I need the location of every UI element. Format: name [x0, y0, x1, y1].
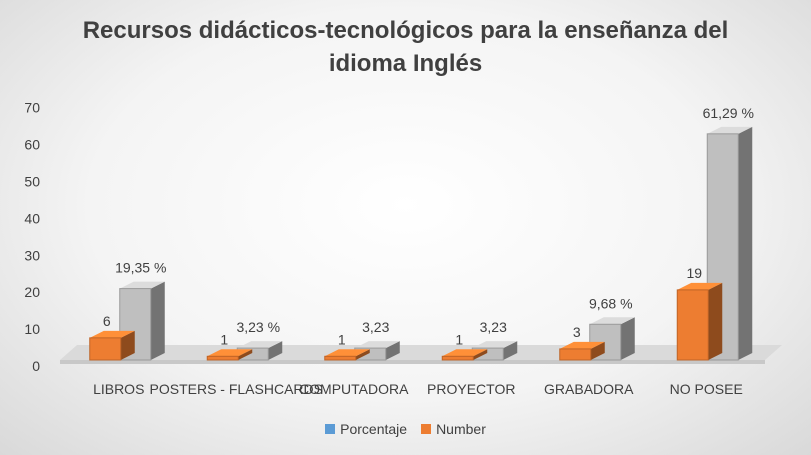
- x-category-label: COMPUTADORA: [299, 381, 409, 397]
- data-label-number: 6: [103, 313, 111, 329]
- bar-number-top: [207, 349, 253, 357]
- chart-legend: Porcentaje Number: [0, 421, 811, 437]
- bar-number-side: [708, 282, 723, 360]
- chart-floor: [60, 345, 782, 360]
- data-label-number: 3: [573, 324, 581, 340]
- x-category-label: POSTERS - FLASHCARDS: [150, 381, 323, 397]
- legend-swatch-number: [421, 424, 432, 434]
- bar-number-side: [120, 330, 135, 360]
- bar-number-front: [324, 355, 357, 361]
- bar-number-front: [441, 355, 474, 361]
- bar-porcentaje-top: [354, 341, 400, 349]
- chart-floor-edge: [60, 360, 765, 364]
- bar-number-side: [590, 341, 605, 360]
- data-label-porcentaje: 3,23: [362, 319, 389, 335]
- data-label-number: 1: [338, 331, 346, 347]
- bar-number-top: [677, 282, 723, 290]
- legend-label-number: Number: [436, 421, 486, 437]
- legend-item-number: Number: [421, 421, 486, 437]
- bar-number-top: [559, 341, 605, 349]
- bar-number-front: [559, 348, 592, 361]
- y-tick-label: 0: [32, 358, 40, 374]
- data-label-porcentaje: 3,23: [480, 319, 507, 335]
- y-tick-label: 20: [24, 284, 40, 300]
- data-label-porcentaje: 3,23 %: [236, 319, 280, 335]
- bar-porcentaje-top: [237, 341, 283, 349]
- x-category-label: GRABADORA: [544, 381, 634, 397]
- bar-number-top: [324, 349, 370, 357]
- bar-number-top: [442, 349, 488, 357]
- bar-number: [441, 349, 488, 361]
- y-tick-label: 40: [24, 210, 40, 226]
- chart-title: Recursos didácticos-tecnológicos para la…: [0, 14, 811, 80]
- bar-number-top: [89, 330, 135, 338]
- bar-number: [206, 349, 253, 361]
- data-label-porcentaje: 61,29 %: [703, 105, 754, 121]
- bar-porcentaje-side: [385, 341, 400, 360]
- x-category-label: NO POSEE: [670, 381, 743, 397]
- chart-title-line-1: Recursos didácticos-tecnológicos para la…: [82, 17, 729, 44]
- bar-porcentaje-top: [707, 126, 753, 134]
- y-tick-label: 50: [24, 174, 40, 190]
- legend-label-porcentaje: Porcentaje: [340, 421, 408, 437]
- bar-porcentaje-side: [268, 341, 283, 360]
- legend-item-porcentaje: Porcentaje: [325, 421, 407, 437]
- bar-porcentaje-top: [589, 317, 635, 325]
- data-label-number: 1: [220, 331, 228, 347]
- bar-porcentaje-side: [150, 281, 165, 360]
- bar-number: [676, 282, 723, 361]
- data-label-number: 1: [455, 331, 463, 347]
- bar-number-side: [355, 349, 370, 360]
- x-category-label: LIBROS: [93, 381, 144, 397]
- bar-number-side: [238, 349, 253, 360]
- bar-number-front: [89, 337, 122, 361]
- bar-porcentaje: [471, 341, 518, 361]
- bar-number: [89, 330, 135, 361]
- x-category-label: PROYECTOR: [427, 381, 515, 397]
- bar-porcentaje-side: [738, 126, 753, 360]
- bar-porcentaje-top: [472, 341, 518, 349]
- bar-porcentaje-side: [503, 341, 518, 360]
- bar-number: [324, 349, 370, 361]
- data-label-porcentaje: 9,68 %: [589, 295, 633, 311]
- bar-porcentaje-top: [119, 281, 165, 289]
- y-tick-label: 10: [24, 321, 40, 337]
- y-tick-label: 70: [24, 100, 40, 116]
- y-tick-label: 60: [24, 137, 40, 153]
- bar-porcentaje-side: [620, 317, 635, 360]
- data-label-porcentaje: 19,35 %: [115, 260, 166, 276]
- legend-swatch-porcentaje: [325, 424, 336, 434]
- chart-title-line-2: idioma Inglés: [328, 50, 483, 77]
- bar-number-side: [473, 349, 488, 360]
- data-label-number: 19: [686, 265, 702, 281]
- y-tick-label: 30: [24, 247, 40, 263]
- bar-number-front: [206, 355, 239, 361]
- bar-number-front: [676, 289, 709, 361]
- bar-number: [559, 341, 605, 361]
